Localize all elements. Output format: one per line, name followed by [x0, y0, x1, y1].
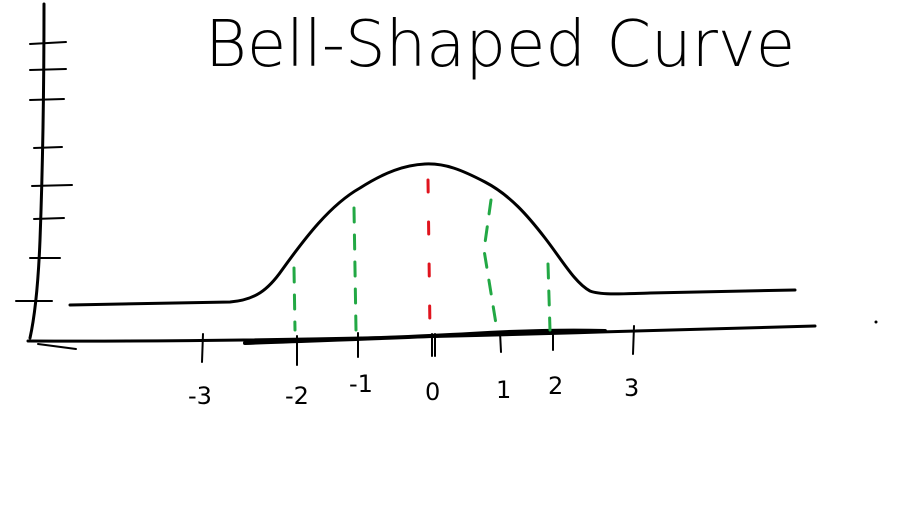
x-tick-label: 1 [496, 376, 511, 404]
x-axis-start-mark [37, 343, 77, 350]
deviation-line-minus-2 [292, 266, 297, 332]
y-tick [33, 217, 65, 220]
y-tick [29, 98, 65, 101]
y-tick [29, 41, 67, 45]
x-tick-label: 3 [624, 374, 639, 402]
deviation-line-plus-2 [546, 262, 552, 332]
deviation-line-minus-1 [352, 206, 358, 332]
title: Bell-Shaped Curve [205, 8, 795, 82]
stray-dot [874, 320, 878, 324]
x-tick-label: -2 [285, 382, 309, 410]
deviation-lines [292, 198, 552, 332]
mean-line [426, 178, 432, 334]
y-axis [28, 2, 46, 340]
y-tick [33, 146, 63, 149]
x-tick [201, 333, 204, 363]
x-tick [632, 325, 635, 355]
x-tick-labels: -3 -2 -1 0 1 2 3 [188, 370, 639, 410]
bell-curve [68, 162, 797, 307]
y-tick [29, 68, 67, 71]
y-tick [31, 184, 73, 187]
x-axis-shading [243, 328, 607, 345]
x-tick [499, 331, 502, 353]
x-tick-label: -3 [188, 382, 212, 410]
x-axis [26, 324, 817, 343]
x-tick-label: -1 [349, 370, 373, 398]
x-tick-label: 2 [548, 372, 563, 400]
deviation-line-plus-1 [482, 198, 499, 332]
x-tick-label: 0 [425, 378, 440, 406]
x-axis-ticks [201, 325, 635, 366]
y-axis-ticks [15, 41, 73, 302]
